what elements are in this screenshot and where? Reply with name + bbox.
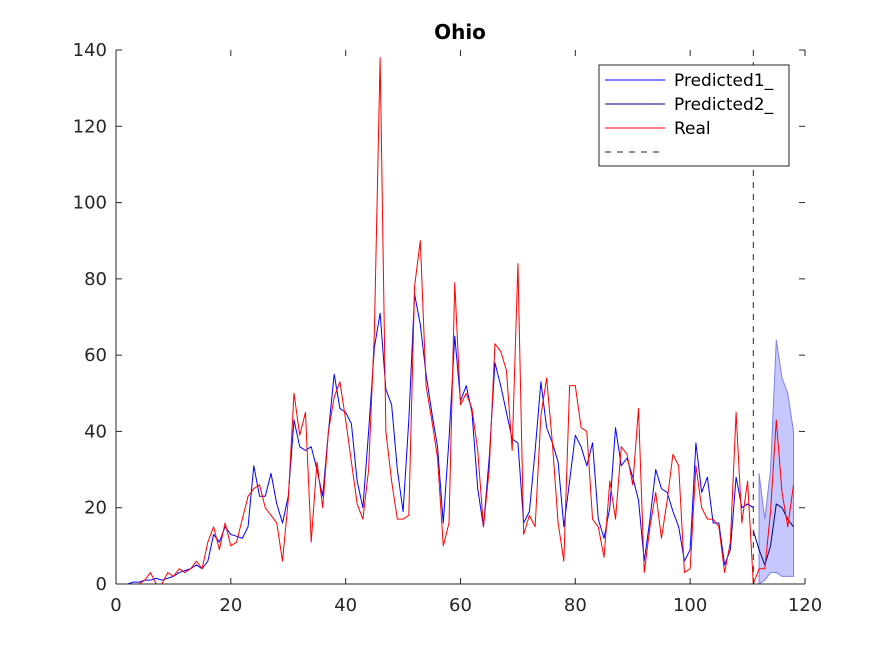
x-tick-label: 80 [564,595,587,616]
y-tick-label: 0 [96,574,107,595]
x-tick-label: 100 [673,595,707,616]
legend-label: Real [674,119,711,139]
y-tick-label: 80 [84,269,107,290]
legend-label: Predicted1_ [674,71,774,91]
legend-box [598,64,790,167]
y-tick-label: 40 [84,421,107,442]
y-tick-label: 120 [73,116,107,137]
chart-title: Ohio [434,20,486,44]
series-line-real [121,57,795,585]
x-tick-label: 20 [219,595,242,616]
x-tick-label: 40 [334,595,357,616]
series-line-predicted2- [752,503,794,566]
x-tick-label: 0 [110,595,121,616]
y-tick-label: 20 [84,498,107,519]
y-tick-label: 100 [73,193,107,214]
legend-label: Predicted2_ [674,95,774,115]
confidence-band-layer [758,339,795,585]
legend-entries: Predicted1_ Predicted2_ Real [605,71,774,153]
ticks-layer: 0 20 40 60 80 100 120 0 20 40 60 80 100 120 140 [73,40,823,616]
x-tick-label: 120 [788,595,822,616]
y-tick-label: 60 [84,345,107,366]
confidence-band [758,339,795,585]
x-tick-label: 60 [449,595,472,616]
y-tick-label: 140 [73,40,107,61]
series-layer [121,57,795,585]
legend: Predicted1_ Predicted2_ Real [598,64,790,167]
